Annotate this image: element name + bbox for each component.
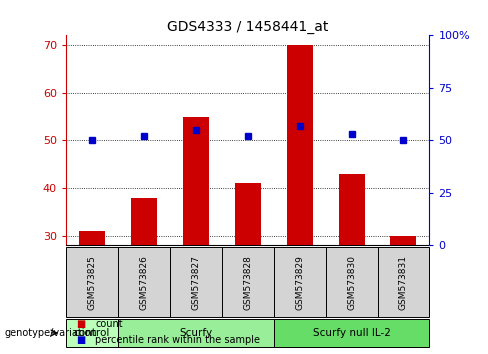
Text: GSM573830: GSM573830 (347, 255, 356, 310)
Text: GSM573825: GSM573825 (87, 255, 96, 310)
Bar (325, 247, 378, 317)
Bar (274, 319, 429, 347)
Text: Scurfy null IL-2: Scurfy null IL-2 (313, 328, 390, 338)
Bar (222, 247, 274, 317)
Bar (235, 183, 261, 245)
Text: percentile rank within the sample: percentile rank within the sample (95, 335, 260, 345)
Bar (286, 45, 313, 245)
Text: GSM573827: GSM573827 (191, 255, 200, 310)
Text: ■: ■ (76, 335, 85, 345)
Bar (339, 174, 365, 245)
Text: count: count (95, 319, 123, 329)
Bar (66, 319, 118, 347)
Text: GSM573831: GSM573831 (399, 255, 408, 310)
Bar (274, 247, 325, 317)
Text: control: control (74, 328, 110, 338)
Title: GDS4333 / 1458441_at: GDS4333 / 1458441_at (167, 21, 328, 34)
Text: ■: ■ (76, 319, 85, 329)
Text: Scurfy: Scurfy (179, 328, 212, 338)
Text: genotype/variation: genotype/variation (5, 328, 98, 338)
Bar (183, 116, 209, 245)
Bar (66, 247, 118, 317)
Bar (170, 247, 222, 317)
Bar (378, 247, 429, 317)
Text: GSM573829: GSM573829 (295, 255, 304, 310)
Bar (390, 236, 416, 245)
Bar (131, 198, 157, 245)
Bar (79, 231, 105, 245)
Text: GSM573826: GSM573826 (139, 255, 148, 310)
Bar (118, 319, 274, 347)
Text: GSM573828: GSM573828 (243, 255, 252, 310)
Bar (118, 247, 170, 317)
